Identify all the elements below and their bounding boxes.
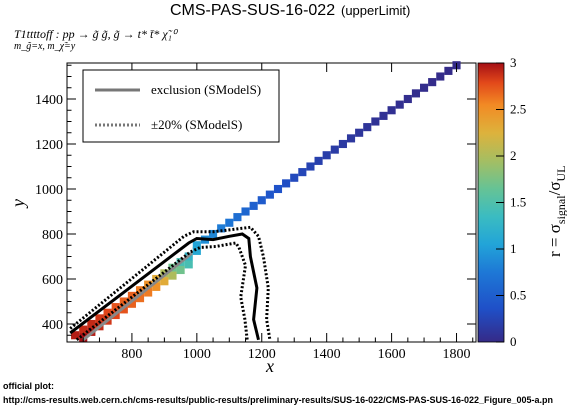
heatmap-cell bbox=[273, 184, 283, 194]
x-tick-label: 1200 bbox=[248, 347, 276, 362]
exclusion-line bbox=[69, 232, 260, 341]
heatmap-cell bbox=[225, 218, 234, 227]
heatmap-cell bbox=[257, 196, 266, 205]
heatmap-cell bbox=[346, 134, 356, 143]
heatmap-cell bbox=[363, 123, 372, 132]
heatmap-cell bbox=[355, 128, 364, 137]
process-subtitle: T1ttttoff : pp → g̃ g̃, g̃ → t* t̄* χ̃₁⁰ bbox=[14, 27, 179, 41]
heatmap-cell bbox=[192, 246, 201, 255]
y-tick-label: 1200 bbox=[35, 138, 63, 153]
exclusion-curves bbox=[69, 225, 272, 341]
heatmap-cell bbox=[379, 111, 388, 120]
heatmap-cell bbox=[209, 229, 218, 239]
chart-title: CMS-PAS-SUS-16-022 bbox=[170, 2, 335, 19]
heatmap-cell bbox=[192, 241, 201, 250]
heatmap-cell bbox=[330, 145, 339, 154]
heatmap-cell bbox=[314, 156, 323, 165]
heatmap-cell bbox=[152, 282, 161, 291]
x-tick-label: 1400 bbox=[313, 347, 341, 362]
y-tick-label: 400 bbox=[42, 318, 63, 333]
heatmap-cell bbox=[127, 299, 136, 308]
x-tick-label: 800 bbox=[121, 347, 142, 362]
heatmap-cell bbox=[420, 83, 429, 92]
x-tick-label: 1000 bbox=[183, 347, 211, 362]
colorbar-tick-label: 1 bbox=[510, 241, 517, 256]
heatmap-cell bbox=[176, 265, 185, 275]
heatmap-cell bbox=[403, 94, 412, 104]
heatmap-cell bbox=[371, 117, 380, 126]
heatmap-cell bbox=[127, 291, 136, 300]
x-tick-label: 1800 bbox=[443, 347, 471, 362]
heatmap-cell bbox=[241, 207, 250, 216]
x-tick-label: 1600 bbox=[378, 347, 406, 362]
legend-box bbox=[82, 69, 280, 143]
heatmap-cell bbox=[265, 190, 274, 199]
y-tick-label: 1400 bbox=[35, 93, 63, 108]
colorbar-tick-label: 2.5 bbox=[510, 102, 526, 117]
heatmap-cell bbox=[217, 224, 226, 233]
y-tick-label: 600 bbox=[42, 273, 63, 288]
legend-entry-band: ±20% (SModelS) bbox=[151, 117, 242, 132]
mass-subtitle: m_g̃=x, m_χ̃=y bbox=[14, 41, 76, 52]
heatmap-cell bbox=[87, 319, 96, 329]
chart-title-suffix: (upperLimit) bbox=[341, 3, 410, 18]
colorbar-tick-label: 3 bbox=[510, 55, 517, 70]
heatmap-cell bbox=[290, 173, 299, 182]
legend: exclusion (SModelS) ±20% (SModelS) bbox=[82, 69, 280, 143]
heatmap-cell bbox=[71, 331, 80, 340]
heatmap-cell bbox=[387, 106, 396, 115]
heatmap-cell bbox=[282, 179, 291, 188]
heatmap-cell bbox=[306, 162, 315, 171]
heatmap-cell bbox=[144, 288, 153, 297]
colorbar-tick-label: 1.5 bbox=[510, 195, 526, 210]
colorbar-tick-label: 0 bbox=[510, 334, 517, 349]
heatmap-cell bbox=[249, 201, 258, 210]
axis-ticks: 800 1000 1200 1400 1600 1800 400 600 800 1000 1200… bbox=[35, 63, 476, 362]
heatmap-cell bbox=[395, 100, 404, 109]
colorbar-tick-label: 0.5 bbox=[510, 288, 526, 303]
colorbar-tick-label: 2 bbox=[510, 148, 517, 163]
heatmap-cell bbox=[119, 305, 128, 314]
x-axis-label: x bbox=[265, 356, 274, 376]
colorbar-label: r = σsignal/σUL bbox=[545, 166, 567, 257]
heatmap-cell bbox=[338, 139, 347, 149]
grey-boundary-line bbox=[82, 251, 193, 341]
heatmap-cell bbox=[322, 151, 331, 160]
heatmap-cell bbox=[168, 271, 177, 280]
heatmap-cell bbox=[111, 303, 120, 312]
heatmap-cell bbox=[103, 308, 112, 317]
heatmap-cell bbox=[184, 260, 193, 269]
legend-entry-exclusion: exclusion (SModelS) bbox=[151, 82, 261, 97]
heatmap-cell bbox=[79, 325, 88, 334]
exclusion-plus20-line bbox=[69, 225, 272, 341]
heatmap-cell bbox=[428, 78, 437, 87]
heatmap-cell bbox=[95, 314, 104, 323]
heatmap-cell bbox=[444, 66, 453, 75]
heatmap-cell bbox=[411, 89, 421, 98]
y-axis-label: y bbox=[8, 199, 28, 209]
heatmap-cell bbox=[436, 72, 445, 81]
colorbar-ticks: 0 0.5 1 1.5 2 2.5 3 bbox=[496, 55, 526, 349]
heatmap-cell bbox=[160, 277, 169, 286]
y-tick-label: 1000 bbox=[35, 183, 63, 198]
footer-label: official plot: bbox=[3, 381, 54, 391]
heatmap-cell bbox=[144, 280, 153, 289]
heatmap-cell bbox=[233, 213, 242, 222]
footer-url: http://cms-results.web.cern.ch/cms-resul… bbox=[3, 395, 553, 405]
y-tick-label: 800 bbox=[42, 228, 63, 243]
heatmap-cell bbox=[298, 168, 307, 177]
heatmap-cell bbox=[135, 294, 145, 303]
